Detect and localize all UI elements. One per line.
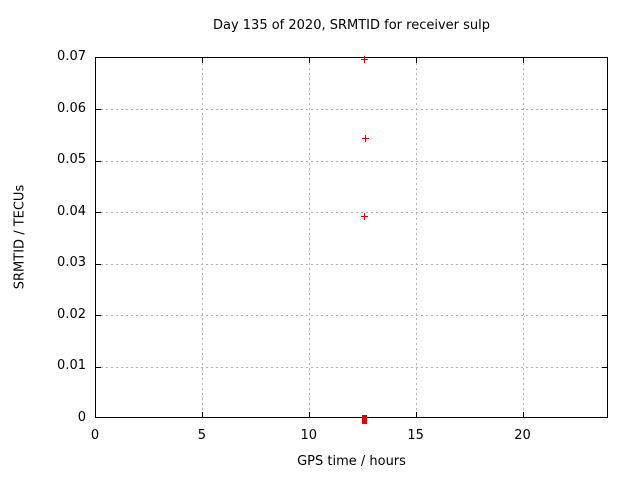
x-tick-label: 5 (197, 428, 207, 443)
x-tick-mark-bottom (416, 412, 418, 417)
y-tick-mark-left (96, 212, 101, 214)
y-gridline (96, 109, 607, 111)
y-tick-label: 0.02 (57, 306, 86, 322)
marker-vertical-bar (364, 56, 366, 64)
y-tick-mark-right (602, 366, 607, 368)
y-tick-mark-left (96, 366, 101, 368)
x-tick-mark-top (523, 58, 524, 63)
x-gridline (202, 58, 204, 417)
y-tick-mark-right (602, 263, 607, 265)
x-tick-mark-bottom (202, 412, 204, 417)
x-gridline (309, 58, 311, 417)
y-tick-label: 0.05 (57, 152, 86, 168)
y-axis-label: SRMTID / TECUs (12, 184, 28, 290)
zero-cluster-marker (361, 414, 367, 424)
marker-vertical-bar (363, 213, 365, 221)
data-point-marker (361, 56, 369, 64)
x-tick-label: 10 (300, 428, 318, 443)
y-tick-mark-left (96, 263, 101, 265)
y-tick-mark-right (602, 212, 607, 214)
y-tick-mark-right (602, 160, 607, 162)
x-tick-label: 15 (407, 428, 424, 443)
x-tick-label: 0 (90, 428, 100, 443)
y-tick-mark-left (96, 109, 101, 111)
data-point-marker (360, 213, 368, 221)
x-gridline (523, 58, 524, 417)
marker-vertical-bar (364, 134, 366, 142)
y-gridline (96, 315, 607, 317)
y-tick-label: 0.03 (57, 255, 86, 271)
y-tick-label: 0.01 (57, 358, 86, 374)
chart-title: Day 135 of 2020, SRMTID for receiver sul… (212, 18, 491, 33)
plot-area (95, 56, 608, 424)
y-gridline (96, 263, 607, 265)
y-tick-label: 0.04 (57, 203, 86, 219)
x-tick-mark-top (416, 58, 418, 63)
y-tick-mark-left (96, 315, 101, 317)
x-tick-mark-top (202, 58, 204, 63)
data-point-marker (361, 134, 369, 142)
x-tick-mark-bottom (309, 412, 311, 417)
y-gridline (96, 212, 607, 214)
y-tick-mark-right (602, 315, 607, 317)
y-tick-label: 0.06 (57, 100, 86, 116)
x-gridline (416, 58, 418, 417)
y-gridline (96, 160, 607, 162)
x-tick-label: 20 (514, 428, 531, 443)
x-axis-label: GPS time / hours (297, 454, 406, 469)
y-gridline (96, 366, 607, 368)
y-tick-label: 0 (77, 410, 86, 425)
x-tick-mark-top (309, 58, 311, 63)
y-tick-mark-left (96, 160, 101, 162)
y-tick-mark-right (602, 109, 607, 111)
y-tick-label: 0.07 (57, 49, 86, 64)
x-tick-mark-bottom (523, 412, 524, 417)
